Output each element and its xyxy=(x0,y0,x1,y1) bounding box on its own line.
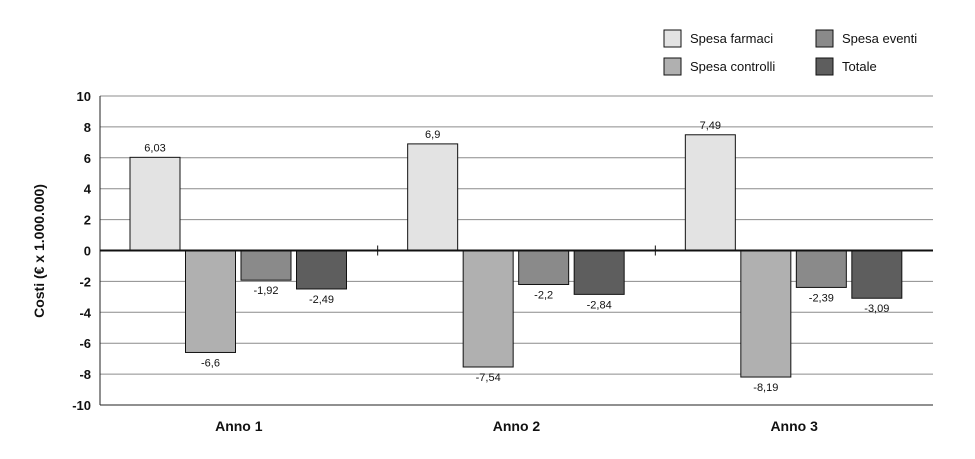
bar xyxy=(407,143,459,252)
bar xyxy=(462,250,514,368)
y-tick-label: -8 xyxy=(79,367,91,382)
legend-label: Totale xyxy=(842,59,877,74)
legend-swatch xyxy=(663,29,682,48)
legend-label: Spesa farmaci xyxy=(690,31,773,46)
bar xyxy=(240,250,292,281)
data-labels: 6,03 -6,6 -1,92 -2,49 6,9 -7,54 -2,2 -2,84 7,49 -… xyxy=(144,120,889,394)
y-tick-label: -4 xyxy=(79,305,91,320)
bar xyxy=(296,250,347,290)
category-label: Anno 2 xyxy=(493,418,541,434)
data-label: -3,09 xyxy=(864,303,889,315)
y-tick-label: 10 xyxy=(77,89,91,104)
bar xyxy=(573,250,625,295)
y-tick-label: -10 xyxy=(72,398,91,413)
legend-label: Spesa controlli xyxy=(690,59,775,74)
legend-swatch xyxy=(815,57,834,76)
data-label: -6,6 xyxy=(201,357,220,369)
bars xyxy=(129,134,903,378)
legend: Spesa farmaci Spesa controlli Spesa eventi… xyxy=(663,29,917,76)
data-label: -2,2 xyxy=(534,289,553,301)
data-label: -1,92 xyxy=(253,285,278,297)
y-tick-label: 4 xyxy=(84,182,92,197)
bar xyxy=(740,250,792,378)
bar xyxy=(795,250,847,288)
category-label: Anno 1 xyxy=(215,418,263,434)
bar xyxy=(129,156,181,251)
bar xyxy=(851,250,903,299)
category-label: Anno 3 xyxy=(770,418,818,434)
bar xyxy=(518,250,570,285)
y-tick-label: -2 xyxy=(79,274,91,289)
legend-swatch xyxy=(815,29,834,48)
legend-swatch xyxy=(663,57,682,76)
data-label: -7,54 xyxy=(476,372,501,384)
category-labels: Anno 1 Anno 2 Anno 3 xyxy=(215,418,818,434)
y-axis-label: Costi (€ x 1.000.000) xyxy=(31,184,47,318)
data-label: 6,9 xyxy=(425,129,440,141)
bar xyxy=(185,250,236,353)
legend-label: Spesa eventi xyxy=(842,31,917,46)
y-tick-labels: 10 8 6 4 2 0 -2 -4 -6 -8 -10 xyxy=(72,89,92,413)
y-tick-label: 8 xyxy=(84,120,91,135)
y-tick-label: 2 xyxy=(84,213,91,228)
data-label: 7,49 xyxy=(700,120,721,132)
y-tick-label: -6 xyxy=(79,336,91,351)
data-label: -2,84 xyxy=(587,299,612,311)
data-label: 6,03 xyxy=(144,142,165,154)
axes xyxy=(99,96,933,406)
bar xyxy=(684,134,736,251)
data-label: -2,49 xyxy=(309,294,334,306)
data-label: -2,39 xyxy=(809,292,834,304)
y-tick-label: 0 xyxy=(84,244,91,259)
data-label: -8,19 xyxy=(753,382,778,394)
y-tick-label: 6 xyxy=(84,151,91,166)
